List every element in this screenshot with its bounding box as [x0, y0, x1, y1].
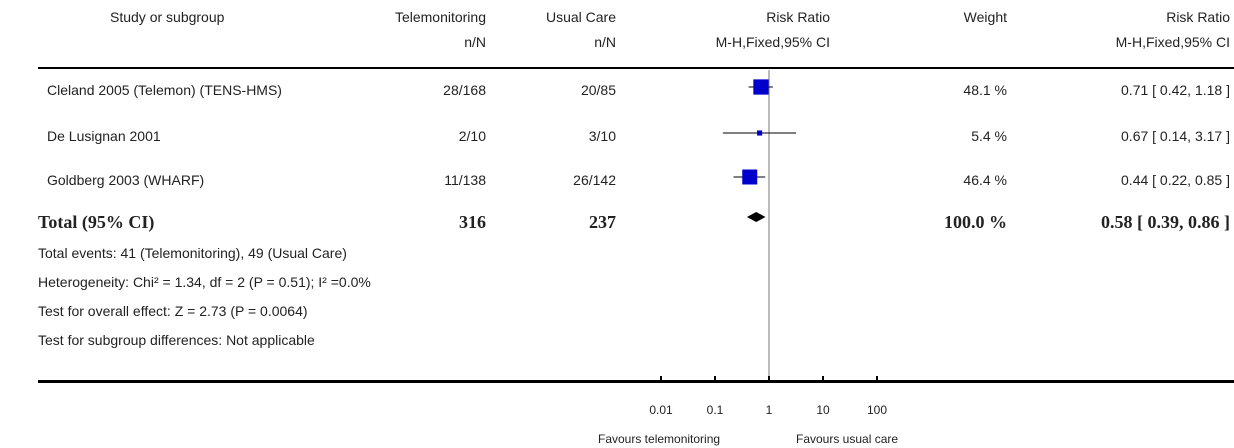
row-1-weight: 48.1 %	[963, 82, 1007, 98]
total-ci: 0.58 [ 0.39, 0.86 ]	[1101, 212, 1230, 232]
footnote-heterogeneity: Heterogeneity: Chi² = 1.34, df = 2 (P = …	[38, 274, 371, 290]
header-weight: Weight	[963, 9, 1007, 25]
subheader-risk-ratio-ci: M-H,Fixed,95% CI	[1115, 34, 1230, 50]
row-3-study: Goldberg 2003 (WHARF)	[47, 172, 205, 188]
pooled-diamond	[746, 212, 766, 222]
row-3-telemonitoring: 11/138	[444, 172, 486, 188]
header-telemonitoring: Telemonitoring	[394, 9, 486, 25]
favours-usual-care-label: Favours usual care	[796, 432, 899, 446]
study-square-1	[753, 79, 769, 95]
row-2-weight: 5.4 %	[971, 128, 1007, 144]
row-2-ci: 0.67 [ 0.14, 3.17 ]	[1121, 128, 1230, 144]
total-weight: 100.0 %	[944, 212, 1007, 232]
total-usual-care: 237	[589, 212, 616, 232]
axis-tick-100: 100	[866, 403, 888, 417]
row-1-telemonitoring: 28/168	[443, 82, 486, 98]
favours-telemonitoring-label: Favours telemonitoring	[598, 432, 721, 446]
axis-tick-10: 10	[816, 403, 830, 417]
row-1-study: Cleland 2005 (Telemon) (TENS-HMS)	[47, 82, 282, 98]
study-square-3	[742, 169, 758, 185]
study-square-2	[757, 130, 763, 136]
subheader-usual-care-nn: n/N	[594, 34, 616, 50]
total-label: Total (95% CI)	[38, 212, 155, 232]
total-telemonitoring: 316	[459, 212, 486, 232]
bottom-rule	[38, 380, 1234, 383]
row-3-ci: 0.44 [ 0.22, 0.85 ]	[1121, 172, 1230, 188]
footnote-subgroup-differences: Test for subgroup differences: Not appli…	[38, 332, 315, 348]
row-2-usual-care: 3/10	[588, 128, 616, 144]
row-1-usual-care: 20/85	[580, 82, 616, 98]
footnote-overall-effect: Test for overall effect: Z = 2.73 (P = 0…	[38, 303, 308, 319]
header-risk-ratio-ci: Risk Ratio	[1166, 9, 1230, 25]
axis-tick-0.01: 0.01	[649, 403, 673, 417]
header-usual-care: Usual Care	[545, 9, 616, 25]
axis-tick-1: 1	[765, 403, 773, 417]
row-3-weight: 46.4 %	[963, 172, 1007, 188]
row-3-usual-care: 26/142	[573, 172, 616, 188]
footnote-total-events: Total events: 41 (Telemonitoring), 49 (U…	[38, 245, 347, 261]
subheader-telemonitoring-nn: n/N	[464, 34, 486, 50]
axis-tick-0.1: 0.1	[706, 403, 724, 417]
row-1-ci: 0.71 [ 0.42, 1.18 ]	[1121, 82, 1230, 98]
row-2-telemonitoring: 2/10	[458, 128, 486, 144]
header-rule	[38, 67, 1234, 69]
subheader-risk-ratio-plot: M-H,Fixed,95% CI	[715, 34, 830, 50]
header-risk-ratio-plot: Risk Ratio	[766, 9, 830, 25]
row-2-study: De Lusignan 2001	[47, 128, 161, 144]
header-study: Study or subgroup	[110, 9, 225, 25]
